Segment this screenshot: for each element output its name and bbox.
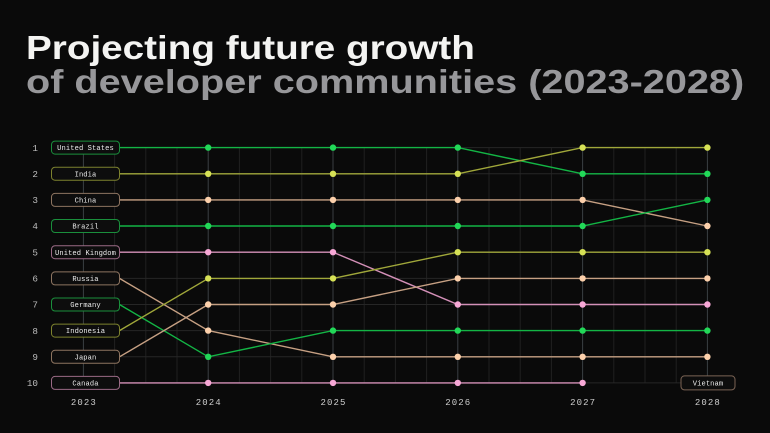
svg-text:Indonesia: Indonesia <box>66 328 106 336</box>
svg-text:9: 9 <box>32 352 38 363</box>
svg-text:Russia: Russia <box>72 276 99 284</box>
svg-text:1: 1 <box>32 143 38 154</box>
svg-text:10: 10 <box>27 378 38 389</box>
svg-text:2028: 2028 <box>695 398 721 408</box>
svg-text:2023: 2023 <box>71 398 97 408</box>
svg-text:3: 3 <box>32 195 38 206</box>
svg-text:Brazil: Brazil <box>72 224 98 232</box>
svg-text:2026: 2026 <box>445 398 471 408</box>
svg-text:7: 7 <box>32 300 38 311</box>
svg-text:Vietnam: Vietnam <box>693 381 724 389</box>
svg-text:5: 5 <box>32 247 38 258</box>
svg-text:Japan: Japan <box>75 354 97 362</box>
svg-text:United States: United States <box>57 145 114 153</box>
svg-text:United Kingdom: United Kingdom <box>55 250 116 258</box>
svg-text:2027: 2027 <box>570 398 596 408</box>
svg-text:8: 8 <box>32 326 38 337</box>
svg-text:6: 6 <box>32 274 38 285</box>
svg-text:Canada: Canada <box>72 381 99 389</box>
svg-text:Germany: Germany <box>70 302 101 310</box>
svg-text:India: India <box>75 171 97 179</box>
svg-text:2024: 2024 <box>196 398 222 408</box>
svg-text:China: China <box>75 198 97 206</box>
svg-text:2: 2 <box>32 169 38 180</box>
svg-text:2025: 2025 <box>320 398 346 408</box>
svg-text:4: 4 <box>32 221 38 232</box>
